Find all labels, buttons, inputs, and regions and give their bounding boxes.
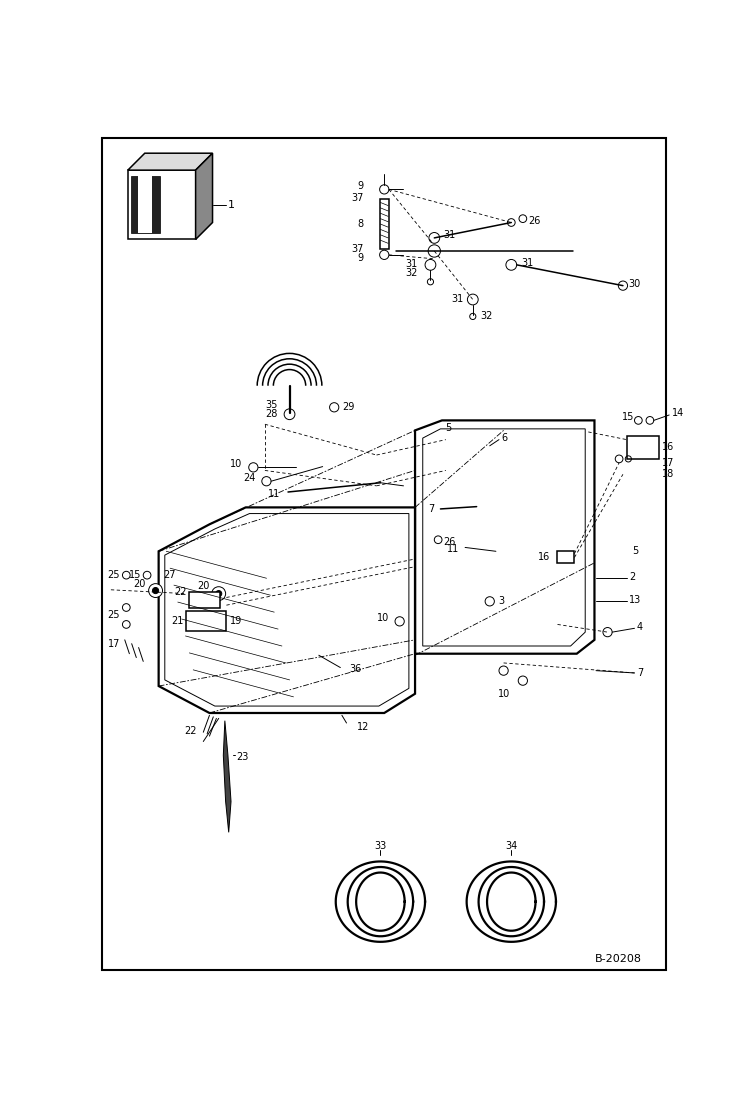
Text: 13: 13 [629,595,641,604]
Text: 37: 37 [351,245,363,255]
Text: B-20208: B-20208 [595,954,642,964]
Text: 11: 11 [446,544,459,554]
Bar [189,592,220,608]
Text: 20: 20 [133,579,145,589]
Circle shape [153,588,159,593]
Text: 10: 10 [229,460,242,470]
Text: 31: 31 [521,258,533,268]
Text: 34: 34 [505,841,518,851]
Text: 25: 25 [108,610,120,620]
Text: 31: 31 [405,259,417,269]
Text: 27: 27 [163,570,176,580]
Circle shape [216,590,222,597]
Text: 3: 3 [498,597,504,607]
Circle shape [425,260,436,270]
Circle shape [467,294,478,305]
Circle shape [284,409,295,420]
Text: 32: 32 [481,312,493,321]
Text: 37: 37 [351,193,363,203]
Text: 31: 31 [443,229,456,240]
Circle shape [428,245,440,257]
Circle shape [122,572,130,579]
Text: 2: 2 [629,572,635,581]
Text: 16: 16 [538,553,550,563]
Text: 20: 20 [197,581,210,591]
Circle shape [148,584,163,598]
Text: 8: 8 [357,219,363,229]
Text: 15: 15 [622,411,634,421]
Polygon shape [223,721,231,833]
Text: 17: 17 [108,638,120,648]
Circle shape [122,621,130,629]
Polygon shape [128,154,213,170]
Text: 30: 30 [628,279,640,290]
Circle shape [212,587,225,600]
Text: 19: 19 [230,615,243,625]
Text: 17: 17 [662,457,675,467]
Text: 31: 31 [452,294,464,304]
Text: 32: 32 [405,268,417,278]
Text: 28: 28 [265,409,277,419]
Text: 7: 7 [428,504,434,513]
Text: 7: 7 [637,668,643,678]
Text: 18: 18 [662,470,674,479]
Text: 11: 11 [268,488,280,498]
Bar [557,552,574,563]
Text: 10: 10 [377,613,389,623]
Text: 5: 5 [632,546,638,556]
Text: 21: 21 [172,615,184,625]
Bar [627,436,659,459]
Text: 36: 36 [350,664,362,674]
Polygon shape [138,177,151,234]
Text: 15: 15 [130,570,142,580]
Text: 1: 1 [228,200,235,210]
Circle shape [429,233,440,244]
Polygon shape [131,177,160,234]
Text: 23: 23 [237,751,249,762]
Bar [380,199,389,249]
Text: 16: 16 [662,442,674,452]
Text: 35: 35 [265,400,277,410]
Text: 14: 14 [671,408,684,418]
Circle shape [506,260,517,270]
Text: 6: 6 [501,433,507,443]
Polygon shape [195,154,213,239]
Text: 9: 9 [357,181,363,191]
Text: 5: 5 [445,423,452,433]
Text: 29: 29 [342,403,354,412]
Text: 9: 9 [357,253,363,263]
Text: 22: 22 [185,726,197,736]
Text: 26: 26 [443,538,456,547]
Text: 12: 12 [357,722,370,732]
Text: 22: 22 [174,587,187,597]
Text: 4: 4 [637,622,643,632]
Text: 24: 24 [243,473,255,483]
Circle shape [122,603,130,611]
Text: 25: 25 [108,570,120,580]
Text: 10: 10 [497,689,510,699]
Polygon shape [128,170,195,239]
Text: 33: 33 [374,841,386,851]
Bar [187,611,226,631]
Text: 26: 26 [528,216,541,226]
